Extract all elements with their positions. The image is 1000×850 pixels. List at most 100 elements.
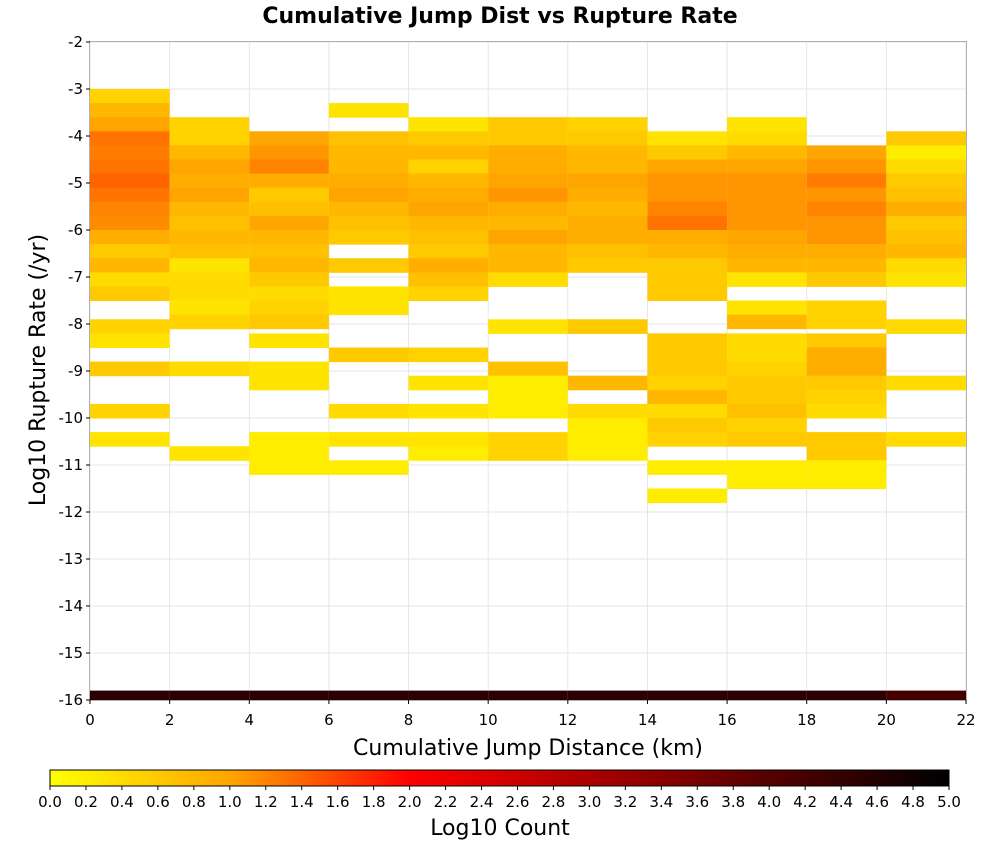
heatmap-cell — [567, 403, 648, 419]
heatmap-cell — [90, 286, 170, 301]
heatmap-cell — [90, 117, 170, 132]
heatmap-cell — [806, 347, 887, 363]
heatmap-cell — [727, 314, 807, 330]
heatmap-cell — [647, 333, 728, 348]
heatmap-cell — [488, 187, 568, 203]
heatmap-cell — [647, 286, 728, 301]
y-axis-label: Log10 Rupture Rate (/yr) — [26, 234, 51, 506]
heatmap-cell — [806, 230, 887, 245]
heatmap-cell — [90, 173, 170, 189]
heatmap-cell — [806, 244, 887, 259]
heatmap-cell — [249, 201, 329, 217]
colorbar-tick-label: 0.8 — [182, 793, 206, 811]
heatmap-cell — [169, 230, 250, 245]
heatmap-cell — [647, 244, 728, 259]
heatmap-cell — [169, 201, 250, 217]
heatmap-cell — [727, 690, 807, 700]
colorbar — [49, 769, 950, 787]
heatmap-cell — [647, 403, 728, 419]
heatmap-cell — [886, 432, 966, 447]
heatmap-cell — [408, 201, 489, 217]
heatmap-cell — [647, 201, 728, 217]
heatmap-cell — [169, 131, 250, 146]
heatmap-cell — [408, 215, 489, 231]
heatmap-cell — [90, 159, 170, 175]
heatmap-cell — [567, 201, 648, 217]
heatmap-cell — [328, 103, 409, 118]
heatmap-cell — [328, 347, 409, 363]
heatmap-cell — [806, 361, 887, 377]
heatmap-cell — [90, 403, 170, 419]
heatmap-cell — [727, 215, 807, 231]
heatmap-cell — [408, 347, 489, 363]
heatmap-cell — [647, 460, 728, 475]
heatmap-cell — [408, 131, 489, 146]
y-tick-label: -4 — [68, 127, 83, 145]
x-axis-ticks: 0 2 4 6 8 10 12 14 16 18 20 22 — [85, 700, 976, 729]
heatmap-cell — [806, 446, 887, 461]
heatmap-cell — [647, 230, 728, 245]
heatmap-cell — [567, 690, 648, 700]
heatmap-cell — [328, 460, 409, 475]
heatmap-cell — [249, 460, 329, 475]
heatmap-cell — [488, 230, 568, 245]
colorbar-tick-label: 5.0 — [937, 793, 961, 811]
heatmap-cell — [249, 333, 329, 348]
heatmap-cell — [727, 145, 807, 160]
heatmap-cell — [727, 460, 807, 475]
heatmap-cell — [169, 159, 250, 175]
heatmap-cell — [90, 432, 170, 447]
heatmap-cell — [249, 131, 329, 146]
heatmap-cell — [727, 361, 807, 377]
heatmap-cell — [647, 432, 728, 447]
y-tick-label: -10 — [59, 409, 84, 427]
heatmap-cell — [249, 300, 329, 316]
heatmap-cell — [408, 117, 489, 132]
heatmap-cell — [90, 319, 170, 334]
x-tick-label: 12 — [558, 711, 577, 729]
colorbar-tick-label: 2.0 — [398, 793, 422, 811]
heatmap-cell — [488, 319, 568, 334]
y-tick-label: -2 — [68, 33, 83, 51]
heatmap-cell — [727, 432, 807, 447]
heatmap-cell — [408, 446, 489, 461]
colorbar-tick-label: 4.8 — [901, 793, 925, 811]
y-tick-label: -6 — [68, 221, 83, 239]
heatmap-cell — [567, 418, 648, 433]
heatmap-cell — [806, 375, 887, 391]
heatmap-cell — [806, 403, 887, 419]
heatmap-cell — [806, 173, 887, 189]
heatmap-cell — [806, 145, 887, 160]
heatmap-cell — [727, 403, 807, 419]
heatmap-cell — [806, 201, 887, 217]
colorbar-tick-label: 3.4 — [649, 793, 673, 811]
heatmap-cell — [806, 432, 887, 447]
heatmap-cell — [328, 145, 409, 160]
colorbar-tick-label: 2.8 — [542, 793, 566, 811]
heatmap-cell — [249, 145, 329, 160]
heatmap-cell — [90, 258, 170, 273]
heatmap-cell — [647, 361, 728, 377]
heatmap-cell — [886, 215, 966, 231]
heatmap-cell — [647, 159, 728, 175]
heatmap-cell — [647, 272, 728, 287]
heatmap-cell — [90, 333, 170, 348]
heatmap-cell — [647, 131, 728, 146]
y-tick-label: -7 — [68, 268, 83, 286]
heatmap-cell — [647, 347, 728, 363]
heatmap-cell — [328, 173, 409, 189]
heatmap-cell — [328, 131, 409, 146]
colorbar-tick-label: 2.4 — [470, 793, 494, 811]
y-tick-label: -13 — [59, 550, 84, 568]
heatmap-cell — [567, 173, 648, 189]
heatmap-cell — [727, 117, 807, 132]
heatmap-cell — [90, 89, 170, 104]
heatmap-cell — [727, 389, 807, 405]
y-tick-label: -15 — [59, 644, 84, 662]
heatmap-cell — [408, 173, 489, 189]
heatmap-cell — [408, 145, 489, 160]
y-tick-label: -3 — [68, 80, 83, 98]
heatmap-cell — [647, 488, 728, 504]
heatmap-cell — [647, 258, 728, 273]
